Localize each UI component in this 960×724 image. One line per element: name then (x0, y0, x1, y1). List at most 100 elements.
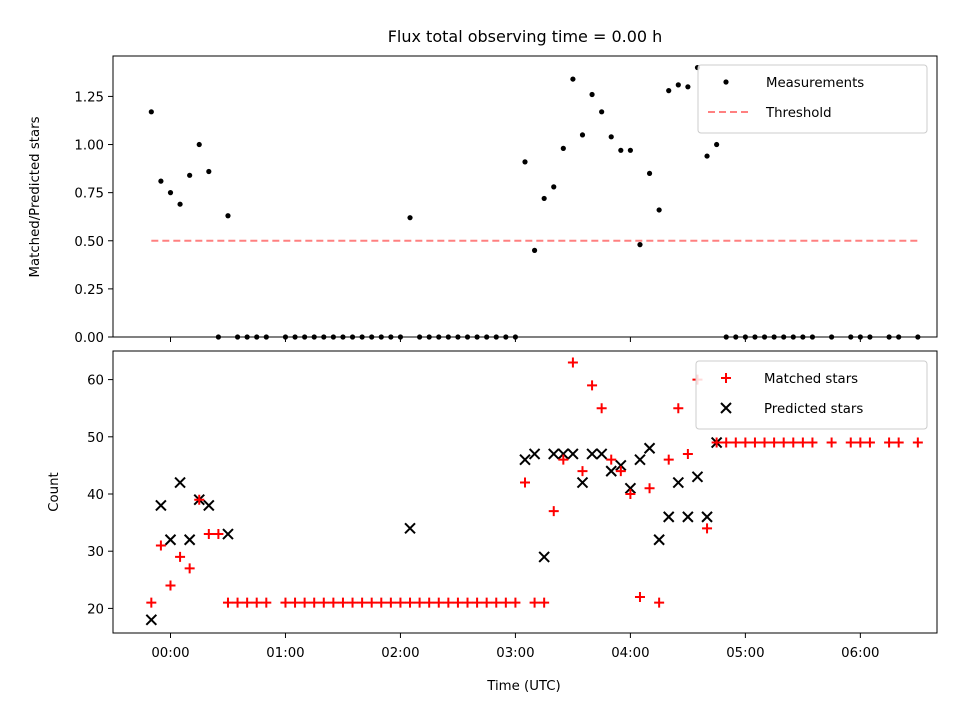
matched-stars-point (606, 454, 617, 465)
measurement-point (714, 141, 720, 148)
matched-stars-point (251, 597, 262, 608)
measurement-point (666, 88, 672, 94)
matched-stars-point (721, 437, 732, 448)
matched-stars-point (769, 437, 780, 448)
measurement-point (541, 195, 547, 202)
x-tick-label: 00:00 (151, 646, 189, 661)
matched-stars-point (730, 437, 741, 448)
matched-stars-point (596, 403, 607, 414)
matched-stars-point (577, 466, 588, 477)
measurement-point (608, 134, 614, 140)
matched-stars-point (347, 597, 358, 608)
measurement-point (512, 334, 519, 340)
measurement-point (244, 334, 250, 340)
predicted-stars-point (538, 551, 550, 563)
top-panel-frame (112, 55, 938, 338)
matched-stars-point (280, 597, 291, 608)
measurement-point (445, 334, 451, 340)
predicted-stars-point (682, 511, 694, 523)
matched-stars-point (893, 437, 904, 448)
bottom-legend-label: Predicted stars (764, 402, 863, 417)
matched-stars-point (711, 437, 722, 448)
matched-stars-point (328, 597, 339, 608)
measurement-point (321, 334, 327, 340)
top-legend-label: Threshold (765, 106, 832, 121)
matched-stars-point (884, 437, 895, 448)
measurement-point (579, 132, 586, 138)
measurement-point (627, 147, 633, 153)
bottom-y-tick-label: 20 (87, 602, 104, 617)
top-y-tick-label: 0.75 (74, 187, 104, 202)
matched-stars-point (405, 597, 416, 608)
measurement-point (522, 159, 528, 165)
matched-stars-point (797, 437, 808, 448)
matched-stars-point (165, 580, 176, 591)
measurement-point (455, 334, 461, 340)
predicted-stars-point (174, 476, 186, 489)
bottom-panel-frame (112, 350, 938, 634)
measurement-point (340, 334, 346, 340)
measurement-point (618, 147, 624, 153)
measurement-point (915, 334, 921, 340)
top-y-tick-label: 1.00 (74, 139, 104, 154)
predicted-stars-point (595, 448, 608, 460)
measurement-point (282, 334, 289, 340)
matched-stars-point (433, 597, 444, 608)
matched-stars-point (299, 597, 310, 608)
matched-stars-point (337, 597, 348, 608)
predicted-stars-point (203, 499, 215, 512)
matched-stars-point (558, 454, 569, 465)
bottom-y-tick-label: 40 (87, 488, 104, 503)
measurement-point (781, 334, 787, 340)
top-y-tick-label: 1.25 (74, 90, 104, 105)
predicted-stars-point (548, 448, 560, 460)
predicted-stars-point (653, 534, 665, 546)
measurement-point (177, 201, 183, 207)
matched-stars-point (912, 437, 923, 448)
top-y-tick-label: 0.50 (74, 235, 104, 250)
measurement-point (302, 334, 308, 340)
bottom-y-tick-label: 30 (87, 545, 104, 560)
legend-plus-marker (721, 373, 731, 383)
matched-stars-point (242, 597, 253, 608)
matched-stars-point (500, 597, 511, 608)
measurement-point (349, 334, 356, 340)
measurement-point (723, 334, 729, 340)
x-tick-label: 01:00 (266, 646, 304, 661)
predicted-stars-point (567, 448, 579, 460)
predicted-stars-point (624, 482, 637, 494)
measurement-point (474, 334, 480, 340)
bottom-y-tick-label: 50 (87, 431, 104, 446)
matched-stars-point (309, 597, 320, 608)
measurement-point (704, 153, 710, 159)
matched-stars-point (855, 437, 866, 448)
predicted-stars-point (222, 528, 234, 540)
top-y-tick-label: 0.00 (74, 331, 104, 346)
matched-stars-point (194, 494, 205, 505)
matched-stars-point (357, 597, 368, 608)
matched-stars-point (318, 597, 329, 608)
legend-dot-marker (723, 79, 729, 85)
measurement-point (733, 334, 739, 340)
measurement-point (656, 207, 662, 213)
matched-stars-point (845, 437, 856, 448)
matched-stars-point (520, 477, 530, 488)
matched-stars-point (222, 597, 233, 608)
measurement-point (599, 109, 605, 115)
matched-stars-point (740, 437, 751, 448)
measurement-point (359, 334, 365, 340)
matched-stars-point (395, 597, 406, 608)
measurement-point (234, 334, 241, 340)
top-y-axis-label: Matched/Predicted stars (28, 116, 43, 277)
top-y-tick-label: 0.25 (74, 283, 104, 298)
measurement-point (206, 168, 212, 175)
matched-stars-point (807, 437, 818, 448)
matched-stars-point (702, 523, 713, 534)
measurement-point (551, 184, 557, 190)
measurement-point (771, 334, 777, 340)
matched-stars-point (472, 597, 483, 608)
measurement-point (560, 145, 566, 151)
measurement-point (800, 334, 806, 340)
x-tick-label: 06:00 (841, 646, 879, 661)
measurement-point (809, 334, 816, 340)
